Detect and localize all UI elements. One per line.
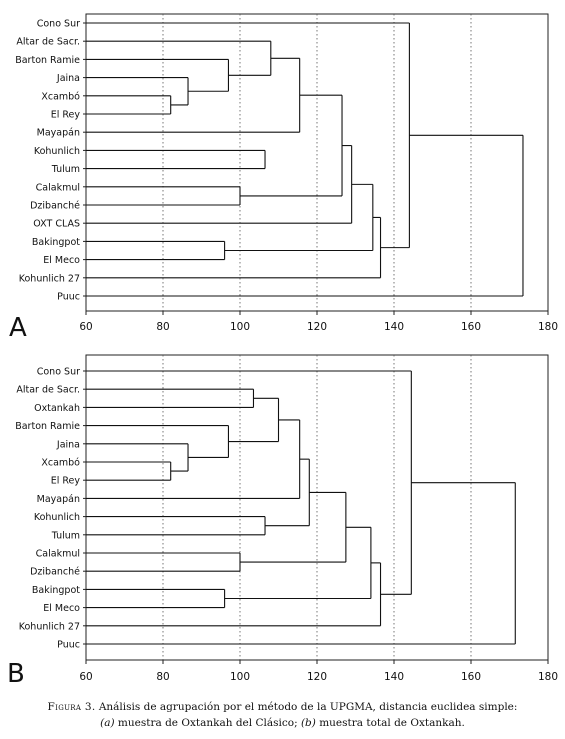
x-tick-label: 160 xyxy=(461,671,481,683)
leaf-label: Cono Sur xyxy=(37,19,80,30)
x-tick-label: 60 xyxy=(79,321,92,333)
leaf-label: Kohunlich xyxy=(34,512,80,523)
x-tick-label: 140 xyxy=(384,321,404,333)
dendrogram-panel-b: 60 80 100 120 140 160 180 Cono Sur Altar de Sacr… xyxy=(7,354,558,689)
x-tick-label: 80 xyxy=(156,321,169,333)
leaf-label: El Rey xyxy=(51,476,81,487)
x-tick-label: 140 xyxy=(384,671,404,683)
x-tick-label: 180 xyxy=(538,671,558,683)
leaf-label: Xcambó xyxy=(41,458,80,469)
leaf-label: Altar de Sacr. xyxy=(16,385,80,396)
leaf-label: Kohunlich 27 xyxy=(19,621,80,632)
panel-label: B xyxy=(7,659,25,689)
leaf-label: Barton Ramie xyxy=(15,421,80,432)
leaf-label: Mayapán xyxy=(37,128,80,139)
leaf-label: Calakmul xyxy=(36,549,80,560)
figure-caption: Figura 3. Análisis de agrupación por el … xyxy=(0,699,565,731)
leaf-label: Barton Ramie xyxy=(15,55,80,66)
leaf-label: Jaina xyxy=(56,73,80,84)
leaf-label: Tulum xyxy=(51,164,80,175)
leaf-label: Kohunlich xyxy=(34,146,80,157)
leaf-label: Kohunlich 27 xyxy=(19,273,80,284)
leaf-label: Dzibanché xyxy=(30,567,80,578)
leaf-label: El Meco xyxy=(43,255,80,266)
leaf-label: Cono Sur xyxy=(37,367,80,378)
caption-line-2: (a) muestra de Oxtankah del Clásico; (b)… xyxy=(0,715,565,731)
x-tick-label: 60 xyxy=(79,671,92,683)
leaf-label: OXT CLAS xyxy=(33,219,80,230)
leaf-label: Oxtankah xyxy=(34,403,80,414)
leaf-label: Mayapán xyxy=(37,494,80,505)
leaf-label: Xcambó xyxy=(41,91,80,102)
x-tick-label: 80 xyxy=(156,671,169,683)
caption-text: Análisis de agrupación por el método de … xyxy=(95,701,518,713)
leaf-label: Dzibanché xyxy=(30,201,80,212)
panel-label: A xyxy=(9,313,27,343)
leaf-label: Tulum xyxy=(51,530,80,541)
caption-line-1: Figura 3. Análisis de agrupación por el … xyxy=(0,699,565,715)
leaf-label: Bakingpot xyxy=(32,585,80,596)
dendrogram-figure: 60 80 100 120 140 160 180 Cono Sur Altar de Sacr… xyxy=(7,13,558,689)
caption-part-a-text: muestra de Oxtankah del Clásico; xyxy=(114,717,301,729)
dendrogram-panel-a: 60 80 100 120 140 160 180 Cono Sur Altar de Sacr… xyxy=(9,13,558,343)
leaf-label: Jaina xyxy=(56,439,80,450)
leaf-label: El Rey xyxy=(51,110,81,121)
x-tick-label: 100 xyxy=(230,321,250,333)
caption-figure-label: Figura 3. xyxy=(47,701,96,713)
x-tick-label: 100 xyxy=(230,671,250,683)
caption-part-b-text: muestra total de Oxtankah. xyxy=(315,717,465,729)
caption-part-a-label: (a) xyxy=(100,717,115,729)
x-tick-label: 120 xyxy=(307,671,327,683)
x-tick-label: 120 xyxy=(307,321,327,333)
caption-part-b-label: (b) xyxy=(300,717,316,729)
leaf-label: Altar de Sacr. xyxy=(16,37,80,48)
leaf-label: Bakingpot xyxy=(32,237,80,248)
leaf-label: Puuc xyxy=(57,292,80,303)
leaf-label: Calakmul xyxy=(36,182,80,193)
leaf-label: Puuc xyxy=(57,640,80,651)
leaf-label: El Meco xyxy=(43,603,80,614)
x-tick-label: 160 xyxy=(461,321,481,333)
x-tick-label: 180 xyxy=(538,321,558,333)
